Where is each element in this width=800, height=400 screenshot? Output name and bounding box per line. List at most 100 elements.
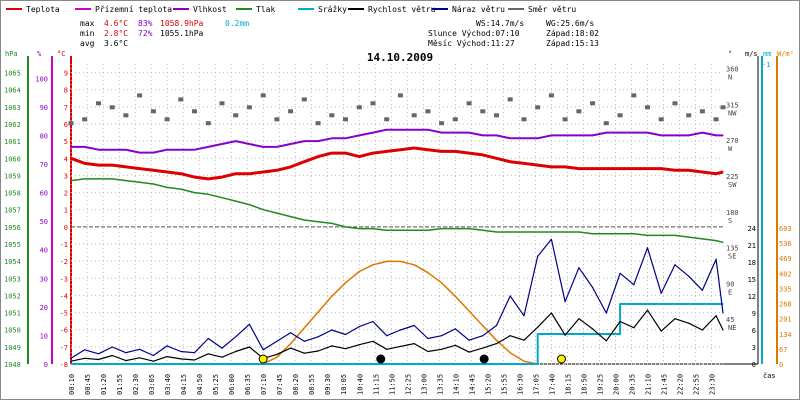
x-tick-label: 10:40 <box>356 374 364 395</box>
data-point-teplota <box>701 171 704 173</box>
data-point-tlak <box>70 180 72 182</box>
data-point-naraz-vetru <box>166 345 168 347</box>
data-point-slunecni-zareni <box>592 363 594 365</box>
data-point-srazky <box>344 363 347 365</box>
data-point-tlak <box>180 188 182 190</box>
y-tick-direction-compass: S <box>728 217 732 225</box>
x-tick-label: 17:05 <box>532 374 540 395</box>
data-point-srazky <box>523 363 525 365</box>
unit-hpa: hPa <box>5 50 18 58</box>
data-point-teplota <box>125 166 127 168</box>
x-tick-label: 15:55 <box>500 374 508 395</box>
direction-marker <box>205 121 211 126</box>
data-point-rychlost-vetru <box>537 326 539 328</box>
data-point-teplota <box>578 168 580 170</box>
y-tick-degc: 5 <box>64 138 68 146</box>
data-point-srazky <box>152 363 154 365</box>
plot-area <box>68 93 726 365</box>
x-tick-label: 21:45 <box>661 374 669 395</box>
data-point-rychlost-vetru <box>722 329 724 331</box>
axes: -8-7-6-5-4-3-2-1012345678910481049105010… <box>4 56 792 369</box>
direction-marker <box>603 121 609 126</box>
direction-marker <box>631 93 637 98</box>
data-point-teplota <box>523 162 525 164</box>
y-tick-direction-degree: 45 <box>726 316 734 324</box>
data-point-naraz-vetru <box>413 324 415 327</box>
data-point-rychlost-vetru <box>180 358 182 360</box>
direction-marker <box>590 101 596 106</box>
data-point-rychlost-vetru <box>303 352 305 354</box>
data-point-naraz-vetru <box>70 357 72 359</box>
y-tick-degc: -7 <box>60 344 68 352</box>
data-point-teplota <box>454 150 456 152</box>
data-point-srazky <box>660 303 662 305</box>
data-point-vlhkost <box>84 146 86 148</box>
direction-marker <box>150 109 156 114</box>
stats-max-pressure: 1058.9hPa <box>160 19 204 28</box>
direction-marker <box>480 109 486 114</box>
data-point-rychlost-vetru <box>166 356 168 358</box>
data-point-vlhkost <box>70 146 72 148</box>
x-tick-label: 03:05 <box>148 374 156 395</box>
data-point-naraz-vetru <box>688 275 690 277</box>
data-point-rychlost-vetru <box>413 343 415 345</box>
direction-marker <box>699 109 705 114</box>
x-tick-label: 22:20 <box>677 374 685 395</box>
data-point-tlak <box>674 234 676 236</box>
x-tick-label: 08:20 <box>292 374 300 395</box>
direction-marker <box>720 105 726 110</box>
x-tick-label: 10:05 <box>340 374 348 395</box>
x-tick-label: 22:55 <box>693 374 701 395</box>
data-point-naraz-vetru <box>221 347 223 349</box>
x-tick-label: 18:50 <box>580 374 588 395</box>
data-point-naraz-vetru <box>633 284 635 286</box>
data-point-rychlost-vetru <box>193 359 196 361</box>
data-point-slunecni-zareni <box>290 343 292 345</box>
y-tick-ms: 21 <box>748 242 756 250</box>
direction-marker <box>192 109 197 114</box>
data-point-naraz-vetru <box>97 353 100 355</box>
y-tick-wm2: 603 <box>779 225 792 233</box>
data-point-naraz-vetru <box>619 272 621 274</box>
x-tick-label: 11:50 <box>388 374 396 395</box>
y-tick-hpa: 1050 <box>4 327 21 335</box>
y-tick-direction-degree: 225 <box>726 173 739 181</box>
direction-marker <box>672 101 678 106</box>
data-point-vlhkost <box>468 132 470 134</box>
data-point-rychlost-vetru <box>674 318 676 320</box>
data-point-naraz-vetru <box>454 328 456 330</box>
data-point-tlak <box>523 231 525 233</box>
data-point-tlak <box>166 186 168 188</box>
unit-cas: čas <box>763 372 776 380</box>
x-tick-label: 04:15 <box>180 374 188 395</box>
data-point-vlhkost <box>139 152 141 154</box>
y-tick-direction-compass: SW <box>728 181 737 189</box>
y-tick-degc: -2 <box>60 258 68 266</box>
data-point-teplota <box>317 156 319 158</box>
unit-degc: °C <box>57 50 65 58</box>
data-point-teplota <box>605 168 607 170</box>
y-tick-percent: 80 <box>40 132 48 140</box>
data-point-slunecni-zareni <box>495 339 498 341</box>
y-tick-wm2: 402 <box>779 270 792 278</box>
direction-marker <box>246 105 252 110</box>
legend-label: Náraz větru <box>452 5 505 14</box>
data-point-srazky <box>413 363 415 365</box>
direction-marker <box>439 121 445 126</box>
sunrise-marker <box>258 354 268 364</box>
data-point-teplota <box>290 166 292 168</box>
data-point-tlak <box>660 234 662 236</box>
direction-marker <box>288 109 294 114</box>
y-tick-degc: 4 <box>64 155 68 163</box>
data-point-srazky <box>605 333 607 335</box>
chart-title: 14.10.2009 <box>367 51 433 64</box>
data-point-rychlost-vetru <box>550 312 553 314</box>
data-point-srazky <box>386 363 388 365</box>
data-point-srazky <box>427 363 429 365</box>
data-point-teplota <box>688 169 690 171</box>
direction-marker <box>96 101 101 106</box>
data-point-teplota <box>468 152 470 154</box>
x-tick-label: 13:35 <box>436 374 444 395</box>
data-point-slunecni-zareni <box>358 270 360 273</box>
info-moonrise: Měsíc Východ:11:27 <box>428 39 515 48</box>
